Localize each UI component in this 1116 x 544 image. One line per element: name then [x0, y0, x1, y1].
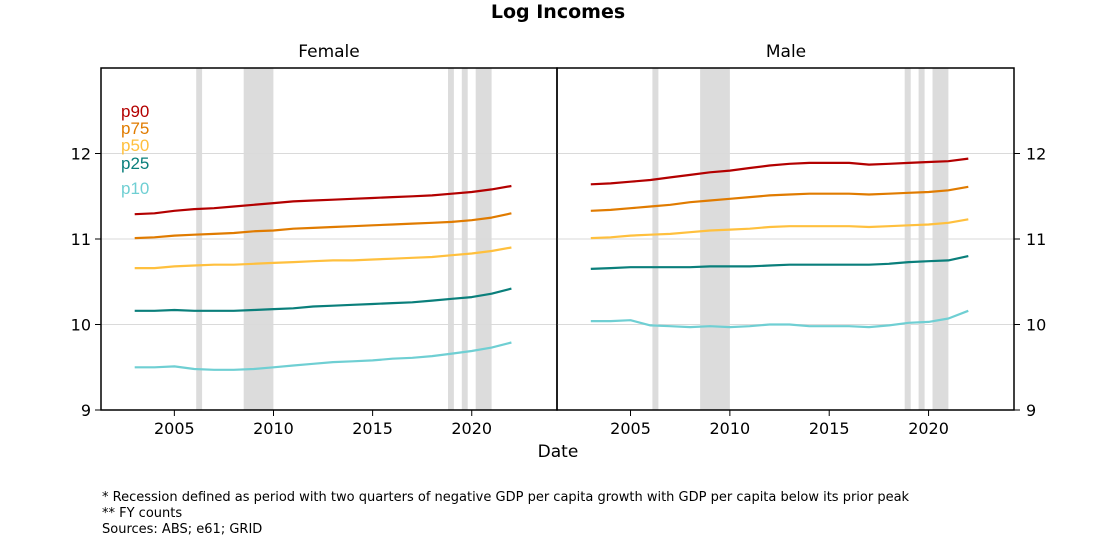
x-tick-label: 2005 — [610, 419, 651, 438]
x-tick-label: 2020 — [908, 419, 949, 438]
female-panel — [100, 67, 558, 411]
y-tick-label: 10 — [1026, 316, 1046, 335]
y-tick-label: 11 — [1026, 230, 1046, 249]
series-line-p75 — [134, 212, 512, 240]
y-tick-label: 10 — [71, 316, 91, 335]
series-line-p90 — [590, 157, 969, 186]
series-line-p75 — [590, 185, 969, 212]
x-tick-label: 2015 — [809, 419, 850, 438]
x-tick-label: 2010 — [253, 419, 294, 438]
legend-label-p10: p10 — [121, 179, 149, 198]
sources-note: Sources: ABS; e61; GRID — [102, 522, 263, 537]
legend-label-p75: p75 — [121, 119, 149, 138]
x-tick-label: 2005 — [154, 419, 195, 438]
x-axis-ticks: 2005 2010 2015 2020 2005 2010 2015 2020 — [154, 410, 949, 438]
x-axis-title: Date — [538, 442, 579, 462]
recession-note: * Recession defined as period with two q… — [102, 490, 910, 505]
legend-label-p90: p90 — [121, 102, 149, 121]
y-axis-right: 9 10 11 12 — [1014, 145, 1046, 420]
x-tick-label: 2010 — [710, 419, 751, 438]
legend-label-p50: p50 — [121, 136, 149, 155]
series-line-p10 — [134, 341, 512, 371]
series-line-p90 — [134, 184, 512, 216]
male-panel — [556, 67, 1015, 411]
y-tick-label: 9 — [1026, 401, 1036, 420]
fy-note: ** FY counts — [102, 506, 183, 521]
chart-title: Log Incomes — [491, 1, 625, 23]
y-tick-label: 11 — [71, 230, 91, 249]
y-tick-label: 9 — [81, 401, 91, 420]
series-line-p25 — [134, 287, 512, 312]
legend-label-p25: p25 — [121, 154, 149, 173]
series-line-p10 — [590, 309, 969, 329]
x-tick-label: 2020 — [451, 419, 492, 438]
y-tick-label: 12 — [1026, 145, 1046, 164]
series-line-p50 — [590, 218, 969, 240]
panel-label-male: Male — [766, 42, 806, 62]
footnotes: * Recession defined as period with two q… — [102, 490, 1102, 538]
y-axis-left: 9 10 11 12 — [71, 145, 101, 420]
x-tick-label: 2015 — [352, 419, 393, 438]
y-tick-label: 12 — [71, 145, 91, 164]
series-line-p50 — [134, 246, 512, 270]
panel-label-female: Female — [298, 42, 359, 62]
series-line-p25 — [590, 255, 969, 270]
